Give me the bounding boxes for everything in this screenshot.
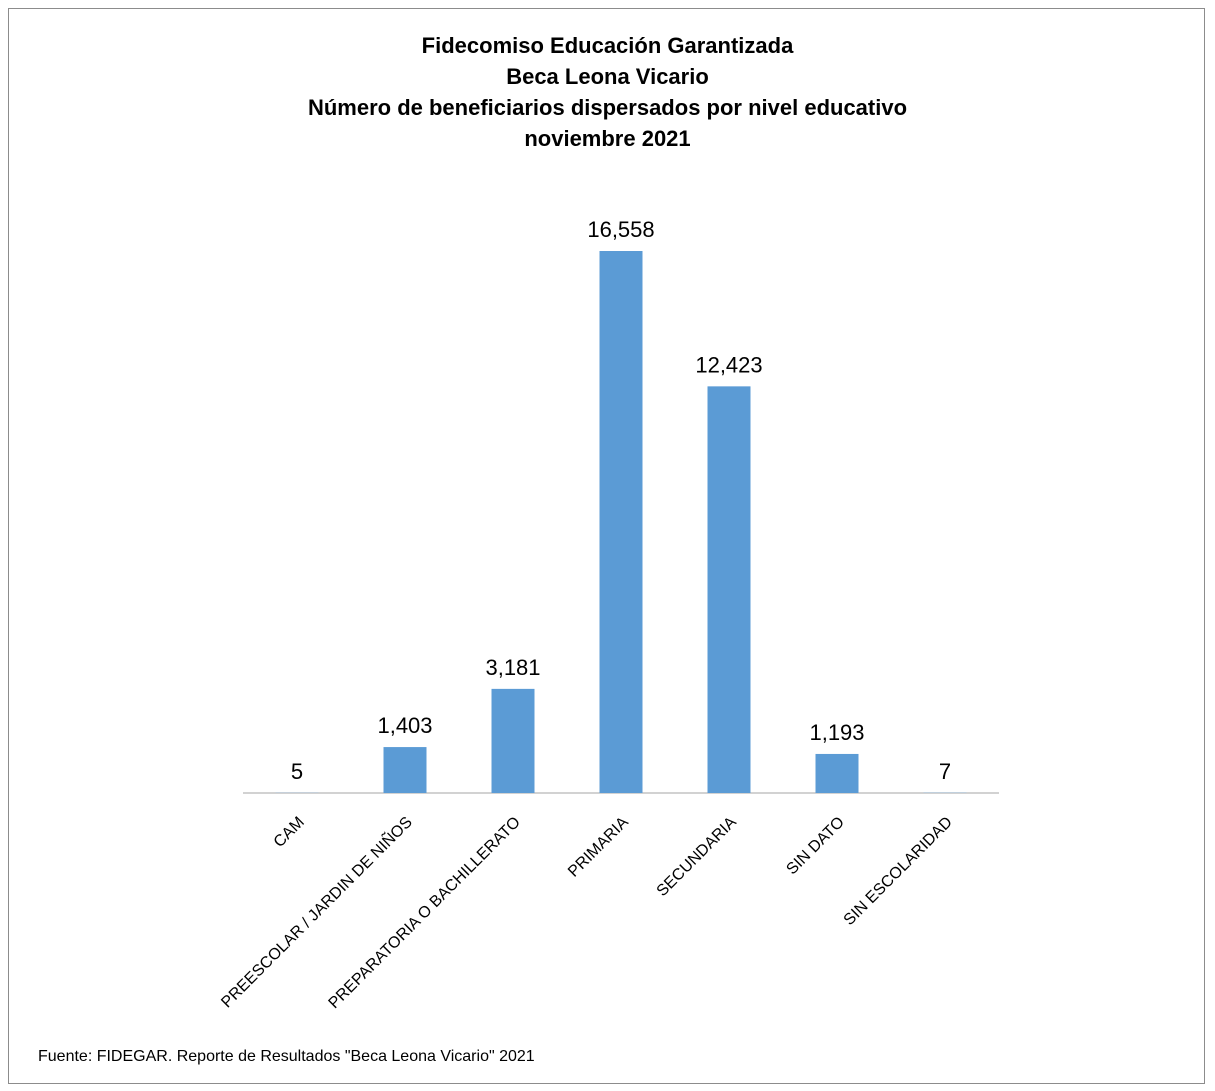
data-label-preescolar-jardin-de-ninos: 1,403: [377, 713, 432, 738]
title-line-1: Fidecomiso Educación Garantizada: [421, 33, 794, 58]
chart-title: Fidecomiso Educación Garantizada Beca Le…: [0, 30, 1215, 154]
tick-label-cam: CAM: [271, 814, 308, 851]
data-label-cam: 5: [291, 759, 303, 784]
data-label-sin-escolaridad: 7: [939, 759, 951, 784]
data-label-sin-dato: 1,193: [809, 720, 864, 745]
tick-label-sin-escolaridad: SIN ESCOLARIDAD: [841, 814, 956, 929]
title-line-2: Beca Leona Vicario: [506, 64, 709, 89]
source-note: Fuente: FIDEGAR. Reporte de Resultados "…: [38, 1048, 535, 1065]
tick-label-preescolar-jardin-de-ninos: PREESCOLAR / JARDIN DE NIÑOS: [216, 812, 416, 1012]
title-line-3: Número de beneficiarios dispersados por …: [307, 95, 908, 120]
bar-preparatoria-o-bachillerato: [491, 688, 535, 793]
bar-secundaria: [707, 386, 751, 793]
tick-label-sin-dato: SIN DATO: [783, 814, 847, 878]
bar-sin-dato: [815, 753, 859, 793]
bar-preescolar-jardin-de-ninos: [383, 747, 427, 793]
tick-label-primaria: PRIMARIA: [565, 814, 632, 881]
title-line-4: noviembre 2021: [524, 126, 691, 151]
bar-primaria: [599, 251, 643, 793]
tick-label-preparatoria-o-bachillerato: PREPARATORIA O BACHILLERATO: [325, 814, 523, 1012]
data-label-secundaria: 12,423: [695, 352, 762, 377]
tick-label-secundaria: SECUNDARIA: [654, 814, 740, 900]
data-label-primaria: 16,558: [587, 217, 654, 242]
data-label-preparatoria-o-bachillerato: 3,181: [485, 655, 540, 680]
